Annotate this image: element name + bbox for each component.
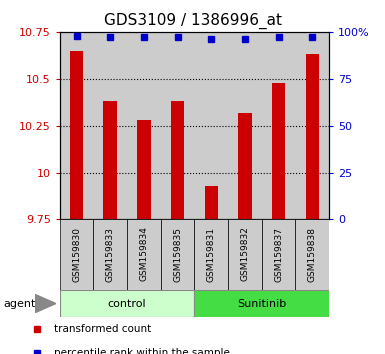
Text: GSM159834: GSM159834 — [139, 227, 148, 281]
Bar — [127, 219, 161, 290]
Bar — [161, 219, 194, 290]
Bar — [60, 219, 93, 290]
Text: Sunitinib: Sunitinib — [237, 298, 286, 309]
Text: agent: agent — [4, 298, 36, 309]
Bar — [238, 113, 252, 219]
Bar — [171, 101, 184, 219]
Bar — [228, 219, 262, 290]
Text: GSM159833: GSM159833 — [106, 227, 115, 281]
Text: GSM159838: GSM159838 — [308, 227, 317, 281]
Polygon shape — [35, 294, 56, 313]
Bar — [104, 101, 117, 219]
Bar — [127, 32, 161, 219]
Text: GSM159837: GSM159837 — [274, 227, 283, 281]
Bar — [262, 219, 296, 290]
Bar — [204, 186, 218, 219]
Text: percentile rank within the sample: percentile rank within the sample — [54, 348, 230, 354]
Text: control: control — [108, 298, 146, 309]
Bar — [137, 120, 151, 219]
Bar — [93, 219, 127, 290]
Bar — [306, 55, 319, 219]
Bar — [194, 219, 228, 290]
Bar — [60, 290, 194, 317]
Bar — [60, 32, 93, 219]
Text: GSM159832: GSM159832 — [241, 227, 249, 281]
Text: GSM159835: GSM159835 — [173, 227, 182, 281]
Bar — [296, 32, 329, 219]
Bar — [93, 32, 127, 219]
Bar — [228, 32, 262, 219]
Bar — [70, 51, 83, 219]
Bar — [272, 82, 285, 219]
Text: GSM159830: GSM159830 — [72, 227, 81, 281]
Bar — [262, 32, 296, 219]
Bar — [296, 219, 329, 290]
Bar — [161, 32, 194, 219]
Text: transformed count: transformed count — [54, 324, 151, 334]
Bar — [194, 290, 329, 317]
Text: GSM159831: GSM159831 — [207, 227, 216, 281]
Bar — [194, 32, 228, 219]
Text: GDS3109 / 1386996_at: GDS3109 / 1386996_at — [104, 12, 281, 29]
